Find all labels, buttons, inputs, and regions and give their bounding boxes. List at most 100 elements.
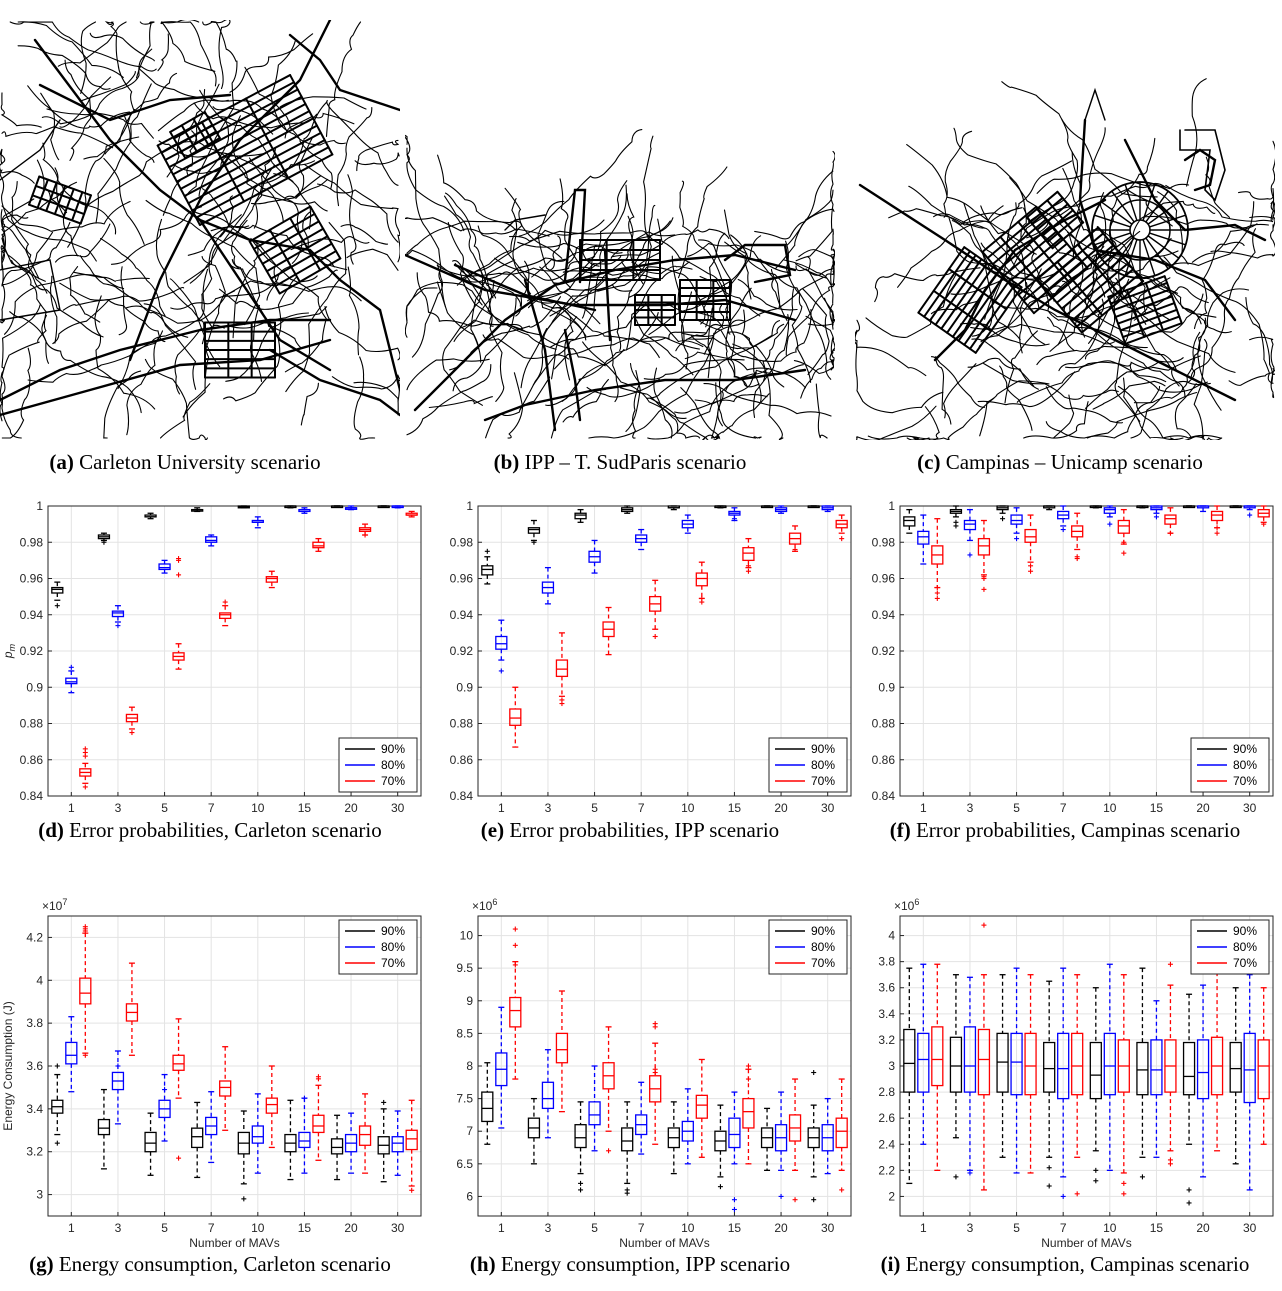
legend-label: 90% xyxy=(1233,742,1257,756)
path xyxy=(324,305,400,361)
box xyxy=(509,926,522,1080)
path xyxy=(520,265,636,389)
box xyxy=(667,1101,680,1175)
box xyxy=(1150,1000,1163,1158)
path xyxy=(485,376,551,439)
street xyxy=(274,250,338,288)
box xyxy=(172,1018,185,1161)
outlier xyxy=(934,595,940,601)
caption-a: (a) Carleton University scenario xyxy=(49,450,321,474)
campus-spoke xyxy=(1148,214,1187,228)
path xyxy=(452,260,494,327)
y-tick-label: 8 xyxy=(466,1059,473,1073)
outlier xyxy=(1046,1165,1052,1171)
major-road xyxy=(0,338,332,417)
path xyxy=(67,136,140,248)
box xyxy=(667,505,680,511)
outlier xyxy=(792,1197,798,1203)
path xyxy=(983,362,1119,400)
y-tick-label: 10 xyxy=(460,929,474,943)
path xyxy=(346,248,399,271)
path xyxy=(477,225,529,294)
outlier xyxy=(531,539,537,545)
box-iqr xyxy=(509,996,522,1028)
box xyxy=(742,537,755,574)
x-tick-label: 3 xyxy=(115,1221,122,1235)
path xyxy=(616,271,645,352)
path xyxy=(3,274,125,335)
path xyxy=(608,331,619,403)
path xyxy=(637,331,708,343)
outlier xyxy=(1121,539,1127,545)
path xyxy=(169,278,221,368)
path xyxy=(874,267,981,303)
box-iqr xyxy=(191,1127,204,1149)
street xyxy=(947,268,1008,311)
path xyxy=(125,265,291,324)
series-80pct xyxy=(65,505,404,694)
box xyxy=(284,505,297,509)
path xyxy=(49,275,58,344)
outlier xyxy=(699,595,705,601)
path xyxy=(632,217,674,267)
outlier xyxy=(811,1070,817,1076)
outlier xyxy=(981,922,987,928)
road xyxy=(0,119,61,181)
box xyxy=(821,505,834,513)
path xyxy=(1,341,40,439)
path xyxy=(539,283,633,301)
x-axis-label: Number of MAVs xyxy=(189,1236,279,1250)
path xyxy=(855,329,944,414)
street xyxy=(172,117,210,140)
box xyxy=(949,974,963,1180)
series-70pct xyxy=(509,926,848,1203)
x-axis-label: Number of MAVs xyxy=(1041,1236,1131,1250)
path xyxy=(1108,137,1156,251)
box xyxy=(358,523,372,538)
box xyxy=(1089,505,1102,509)
path xyxy=(1061,280,1204,337)
street xyxy=(1051,221,1085,250)
path xyxy=(1026,127,1106,239)
path xyxy=(9,311,50,364)
street xyxy=(28,203,82,225)
box-iqr xyxy=(1043,1041,1056,1093)
box xyxy=(541,566,555,605)
outlier xyxy=(953,1174,959,1180)
box-iqr xyxy=(977,1028,991,1096)
outlier xyxy=(362,532,368,538)
path xyxy=(991,278,1130,320)
street xyxy=(265,235,329,273)
box xyxy=(377,1099,390,1183)
major-road xyxy=(563,328,582,422)
box xyxy=(742,1063,755,1165)
path xyxy=(621,261,690,280)
street xyxy=(62,188,75,219)
path xyxy=(686,323,785,350)
legend-label: 80% xyxy=(811,940,835,954)
x-tick-label: 3 xyxy=(967,801,974,815)
outlier xyxy=(731,516,737,522)
path xyxy=(1,200,131,232)
path xyxy=(11,180,48,294)
box-iqr xyxy=(265,576,278,583)
path xyxy=(182,256,226,418)
street-grid xyxy=(579,239,661,281)
legend-label: 70% xyxy=(811,956,835,970)
path xyxy=(193,102,318,129)
box xyxy=(79,746,92,790)
path xyxy=(231,164,275,269)
street-network xyxy=(405,129,835,440)
box xyxy=(1089,987,1102,1184)
legend-label: 90% xyxy=(811,742,835,756)
box-iqr xyxy=(949,1036,963,1093)
path xyxy=(793,349,834,375)
path xyxy=(157,33,169,72)
box-iqr xyxy=(51,586,64,594)
path xyxy=(1046,316,1075,352)
street xyxy=(1030,196,1064,225)
path xyxy=(979,380,1050,437)
series-70pct xyxy=(509,514,848,748)
street-grid xyxy=(634,294,676,326)
outlier xyxy=(222,599,228,605)
